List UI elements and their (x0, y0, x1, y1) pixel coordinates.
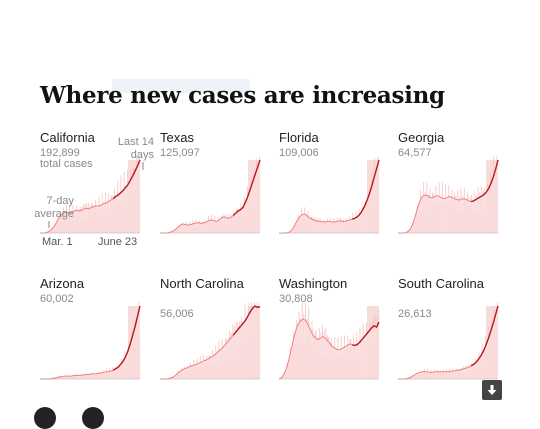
small-multiple-arizona: Arizona 60,002 (40, 276, 150, 388)
sparkline-chart (279, 276, 389, 388)
download-button[interactable] (482, 380, 502, 400)
chart-headline: Where new cases are increasing (40, 82, 445, 109)
avatar (82, 407, 104, 429)
small-multiple-florida: Florida 109,006 (279, 130, 389, 242)
small-multiple-north-carolina: North Carolina 56,006 (160, 276, 270, 388)
average-area (160, 160, 260, 233)
small-multiple-south-carolina: South Carolina 26,613 (398, 276, 508, 388)
end-date-label: June 23 (98, 236, 137, 248)
average-area (279, 319, 379, 379)
sparkline-chart (160, 130, 270, 242)
sparkline-chart (160, 276, 270, 388)
small-multiple-washington: Washington 30,808 (279, 276, 389, 388)
average-area (40, 306, 140, 379)
avatar (34, 407, 56, 429)
sparkline-chart (279, 130, 389, 242)
start-date-label: Mar. 1 (42, 236, 73, 248)
sparkline-chart (398, 130, 508, 242)
small-multiple-texas: Texas 125,097 (160, 130, 270, 242)
average-area (398, 306, 498, 379)
last-14-days-label: Last 14 days (108, 136, 154, 162)
seven-day-average-label: 7-day average (28, 195, 74, 221)
small-multiple-georgia: Georgia 64,577 (398, 130, 508, 242)
sparkline-chart (40, 276, 150, 388)
download-icon (482, 380, 502, 400)
average-area (279, 160, 379, 233)
sparkline-chart (398, 276, 508, 388)
